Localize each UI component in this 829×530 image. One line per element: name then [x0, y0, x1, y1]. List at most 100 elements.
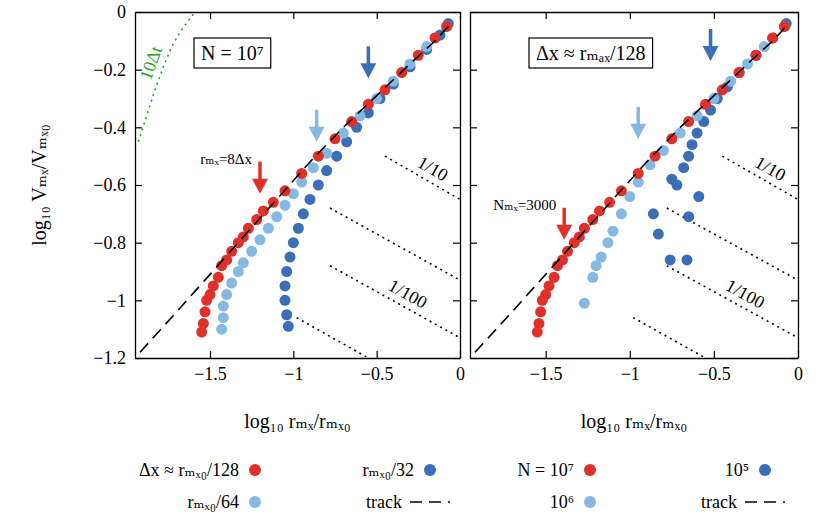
tick-mark: [210, 351, 211, 358]
legend-label: 10⁵: [725, 460, 749, 480]
legend-swatch: [584, 496, 596, 508]
data-point: [233, 266, 244, 277]
tick-mark: [453, 243, 460, 244]
data-point: [767, 32, 778, 43]
legend-item: track: [366, 492, 450, 512]
tick: 0: [117, 2, 142, 22]
tick: [453, 243, 460, 244]
data-point: [665, 254, 676, 265]
guide-line: [330, 266, 460, 338]
x-axis-title: log₁₀ rₘₓ/rₘₓ₀: [244, 410, 351, 433]
y-axis-right: [453, 13, 461, 359]
tick: [453, 300, 460, 301]
tick-mark: [453, 12, 460, 13]
data-point: [246, 246, 257, 257]
data-point: [293, 223, 304, 234]
data-point: [633, 168, 644, 179]
tick-mark: [470, 300, 477, 301]
arrow-head: [252, 179, 268, 194]
guide-label: 1/10: [414, 152, 452, 185]
data-point: [280, 200, 291, 211]
guide-line: [297, 318, 369, 358]
tick-mark: [470, 70, 477, 71]
arrow: [360, 46, 376, 78]
arrow-head: [703, 46, 719, 61]
data-point: [666, 174, 677, 185]
tick: [714, 12, 715, 19]
tick-mark: [135, 127, 142, 128]
data-point: [280, 295, 291, 306]
tick-mark: [546, 351, 547, 358]
data-point: [607, 226, 618, 237]
y-axis: [470, 13, 477, 359]
tick-label: −1.5: [530, 364, 563, 384]
tick-label: −0.2: [93, 60, 126, 80]
tick-mark: [135, 243, 142, 244]
axis-line: [460, 13, 461, 359]
arrow: [703, 29, 719, 61]
data-point: [298, 208, 309, 219]
tick-label: −0.5: [361, 364, 394, 384]
tick: [453, 358, 460, 359]
data-point: [602, 237, 613, 248]
legend: Δx ≈ rₘₓ₀/128rₘₓ₀/64rₘₓ₀/32track: [139, 460, 450, 512]
tick: [453, 185, 460, 186]
tick-mark: [546, 12, 547, 19]
tick: [791, 243, 798, 244]
tick: [470, 185, 477, 186]
legend-swatch: [249, 464, 261, 476]
chart-root: 10Δt1/101/100rₘₓ=8Δx−1.5−1−0.50−1.2−1−0.…: [0, 0, 829, 530]
tick: −1.5: [530, 351, 563, 384]
legend-label: 10⁶: [550, 492, 574, 512]
data-point: [285, 252, 296, 263]
legend: N = 10⁷10⁶10⁵track: [518, 460, 785, 512]
axis-line: [136, 12, 461, 13]
chart-svg: 10Δt1/101/100rₘₓ=8Δx−1.5−1−0.50−1.2−1−0.…: [0, 0, 829, 530]
track-line: [475, 26, 786, 352]
tick-mark: [630, 12, 631, 19]
y-axis: −1.2−1−0.8−0.6−0.4−0.20: [93, 2, 142, 368]
tick-label: −1: [284, 364, 303, 384]
tick: −1.2: [93, 348, 142, 368]
tick-mark: [470, 243, 477, 244]
data-point: [441, 21, 452, 32]
data-point: [308, 162, 319, 173]
tick-mark: [210, 12, 211, 19]
data-point: [683, 151, 694, 162]
track-line: [140, 26, 448, 352]
tick-mark: [377, 12, 378, 19]
tick-mark: [377, 351, 378, 358]
plot-area: [138, 12, 460, 358]
data-point: [196, 327, 207, 338]
y-axis-right: [791, 13, 799, 359]
legend-item: 10⁵: [725, 460, 771, 480]
tick-mark: [791, 358, 798, 359]
data-point: [201, 295, 212, 306]
data-point: [587, 272, 598, 283]
x-axis: −1.5−1−0.50: [471, 351, 804, 384]
tick: −1: [107, 291, 142, 311]
legend-label: track: [366, 492, 402, 512]
scatter-series: [280, 18, 454, 332]
data-point: [296, 168, 307, 179]
tick-mark: [791, 300, 798, 301]
legend-swatch: [759, 464, 771, 476]
tick: [453, 70, 460, 71]
tick: [791, 358, 798, 359]
guide-line: [330, 208, 460, 280]
data-point: [717, 84, 728, 95]
tick: [791, 185, 798, 186]
tick-label: −1.5: [194, 364, 227, 384]
tick-label: −0.4: [93, 118, 126, 138]
data-point: [683, 211, 694, 222]
tick-label: 0: [794, 364, 803, 384]
legend-swatch: [584, 464, 596, 476]
x-axis: −1.5−1−0.50: [136, 351, 466, 384]
tick-mark: [714, 12, 715, 19]
legend-item: track: [701, 492, 785, 512]
tick: [791, 127, 798, 128]
tick: [470, 300, 477, 301]
legend-swatch: [424, 464, 436, 476]
tick: [791, 12, 798, 13]
annotation: rₘₓ=8Δx: [200, 151, 252, 167]
